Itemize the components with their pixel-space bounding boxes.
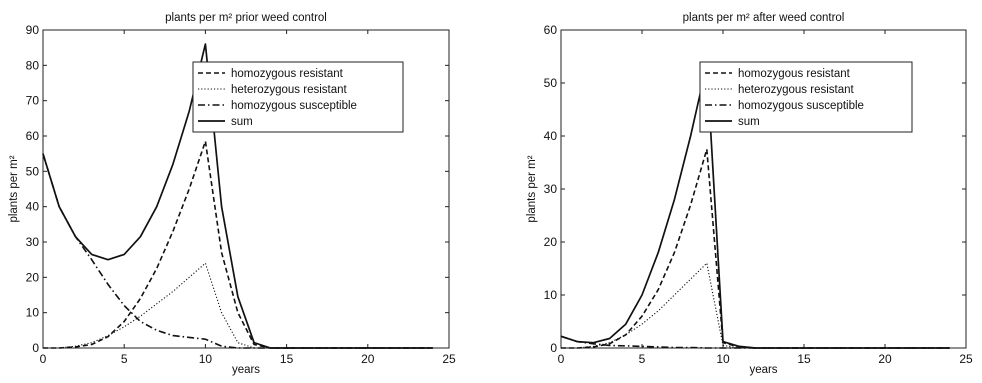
legend-label: heterozygous resistant [738,84,855,96]
chart-title: plants per m² prior weed control [165,12,327,24]
x-axis-label: years [232,364,260,376]
x-tick-label: 0 [40,352,47,366]
y-axis-label: plants per m² [8,155,20,222]
y-tick-label: 0 [550,341,557,355]
x-tick-label: 15 [797,352,811,366]
legend-label: heterozygous resistant [231,84,348,96]
y-tick-label: 40 [26,200,40,214]
y-tick-label: 70 [26,94,40,108]
chart-panel-2: plants per m² after weed control 0 5 10 15 20… [526,12,973,376]
legend-box [192,61,404,133]
x-tick-label: 15 [280,352,294,366]
y-axis-label: plants per m² [526,155,538,222]
chart-title: plants per m² after weed control [683,12,845,24]
legend-label: homozygous susceptible [231,100,357,112]
y-tick-label: 80 [26,58,40,72]
y-tick-label: 50 [544,76,558,90]
chart-panel-1: plants per m² prior weed control 0 5 10 15 20… [8,12,456,376]
x-axis-label: years [749,364,777,376]
y-tick-label: 40 [544,129,558,143]
series-line-sum [42,43,433,349]
y-tick-label: 0 [32,341,39,355]
x-tick-label: 25 [442,352,456,366]
y-tick-label: 10 [544,288,558,302]
y-tick-label: 90 [26,23,40,37]
x-tick-label: 0 [558,352,565,366]
legend-box [699,61,913,133]
y-tick-label: 20 [544,235,558,249]
legend-label: sum [738,116,760,128]
y-tick-label: 20 [26,270,40,284]
y-tick-label: 30 [26,235,40,249]
series-line-homozygous-susceptible [42,153,433,349]
legend-label: homozygous resistant [738,68,851,80]
x-tick-label: 10 [199,352,213,366]
legend: homozygous resistant heterozygous resista… [192,61,404,133]
legend-label: sum [231,116,253,128]
x-tick-label: 5 [639,352,646,366]
y-tick-label: 60 [544,23,558,37]
x-tick-label: 20 [361,352,375,366]
legend-label: homozygous susceptible [738,100,864,112]
y-tick-label: 10 [26,306,40,320]
legend: homozygous resistant heterozygous resista… [699,61,913,133]
x-tick-label: 10 [716,352,730,366]
y-tick-label: 30 [544,182,558,196]
y-tick-label: 60 [26,129,40,143]
x-tick-label: 25 [959,352,973,366]
y-tick-label: 50 [26,164,40,178]
legend-label: homozygous resistant [231,68,344,80]
series-line-sum [560,63,950,349]
x-tick-label: 20 [878,352,892,366]
x-tick-label: 5 [121,352,128,366]
